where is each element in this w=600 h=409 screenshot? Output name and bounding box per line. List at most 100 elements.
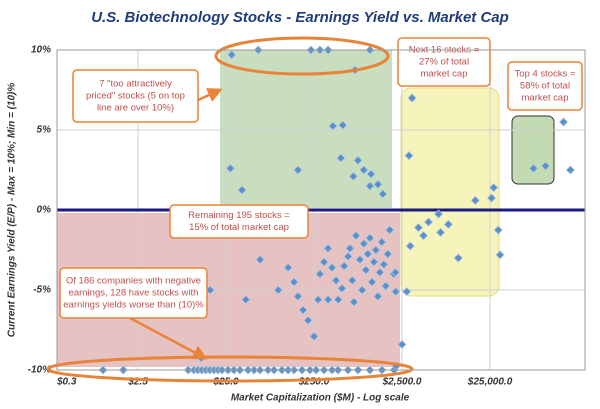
- point: [339, 261, 349, 271]
- point: [331, 275, 341, 285]
- point: [443, 219, 453, 229]
- point: [369, 257, 379, 267]
- point: [313, 295, 323, 305]
- point: [433, 209, 444, 219]
- point: [349, 297, 359, 307]
- annotation-text: market cap: [421, 69, 468, 80]
- point: [363, 249, 373, 259]
- plot-frame: [56, 49, 586, 371]
- y-tick-label: -10%: [28, 365, 51, 376]
- annotation-text: Top 4 stocks =: [515, 69, 576, 80]
- point: [373, 291, 383, 301]
- point: [323, 295, 333, 305]
- point: [366, 169, 376, 179]
- point: [338, 120, 348, 130]
- point: [377, 237, 387, 247]
- point: [255, 255, 265, 265]
- point: [373, 179, 383, 189]
- annotation-box: [169, 204, 309, 239]
- point: [328, 121, 338, 131]
- highlights: [46, 36, 414, 383]
- point: [357, 285, 367, 295]
- x-tick-label: $250.0: [298, 377, 330, 388]
- point: [353, 155, 363, 165]
- point: [407, 93, 417, 103]
- point: [371, 245, 381, 255]
- point: [359, 239, 369, 249]
- annotation-box: [72, 69, 199, 123]
- point: [378, 189, 388, 199]
- point: [423, 217, 434, 227]
- point: [470, 195, 480, 205]
- point: [390, 267, 400, 277]
- point: [337, 283, 347, 293]
- point: [343, 251, 353, 261]
- point: [381, 281, 391, 291]
- point: [565, 165, 576, 175]
- point: [298, 305, 308, 315]
- annotation-text: 15% of total market cap: [189, 222, 289, 233]
- point: [225, 163, 235, 173]
- annotation-box: [59, 267, 208, 319]
- point: [323, 243, 333, 253]
- point: [365, 233, 375, 243]
- point: [289, 277, 299, 287]
- point: [558, 117, 569, 127]
- point: [283, 263, 293, 273]
- point: [293, 165, 303, 175]
- point: [402, 287, 412, 297]
- annotation-text: 7 "too attractively: [99, 79, 172, 90]
- point: [528, 163, 539, 173]
- point: [385, 225, 395, 235]
- point: [486, 193, 497, 203]
- annotation-text: earnings yields worse than (10)%: [63, 300, 204, 311]
- point: [418, 231, 429, 241]
- point: [347, 275, 357, 285]
- point: [241, 295, 251, 305]
- point: [383, 249, 393, 259]
- x-tick-label: $25,000.0: [467, 377, 513, 388]
- point: [375, 267, 385, 277]
- point: [355, 255, 365, 265]
- annotation-box: [507, 61, 583, 111]
- point: [361, 265, 371, 275]
- point: [348, 171, 358, 181]
- y-axis-label: Current Earnings Yield (E/P) - Max = 10%…: [7, 83, 18, 338]
- annotation-text: 58% of total: [520, 81, 570, 92]
- annotation-text: market cap: [522, 93, 569, 104]
- annotation-text: line are over 10%): [97, 103, 174, 114]
- x-axis-label: Market Capitalization ($M) - Log scale: [231, 393, 410, 404]
- point: [541, 161, 551, 171]
- point: [367, 277, 377, 287]
- point: [336, 153, 346, 163]
- ellipse-bottom: [46, 355, 414, 383]
- annotation-text: 27% of total: [419, 57, 469, 68]
- point: [489, 183, 499, 193]
- points: [98, 45, 576, 375]
- annotation-text: priced" stocks (5 on top: [86, 91, 185, 102]
- annotation-text: earnings, 128 have stocks with: [69, 288, 199, 299]
- point: [435, 227, 446, 237]
- point: [379, 259, 389, 269]
- y-tick-label: 0%: [37, 205, 52, 216]
- point: [405, 241, 415, 251]
- point: [404, 151, 414, 161]
- point: [227, 50, 237, 60]
- y-tick-label: 5%: [37, 125, 52, 136]
- point: [365, 181, 375, 191]
- x-tick-label: $2,500.0: [382, 377, 422, 388]
- region-green: [220, 50, 392, 208]
- region-yellow: [400, 87, 500, 297]
- x-tick-label: $0.3: [56, 377, 77, 388]
- point: [493, 225, 503, 235]
- point: [303, 315, 313, 325]
- annotation-text: Of 186 companies with negative: [66, 276, 201, 287]
- point: [315, 269, 325, 279]
- point: [319, 257, 329, 267]
- ellipse-top: [214, 36, 390, 76]
- point: [327, 263, 337, 273]
- point: [273, 285, 283, 295]
- y-tick-label: 10%: [31, 45, 51, 56]
- point: [333, 295, 343, 305]
